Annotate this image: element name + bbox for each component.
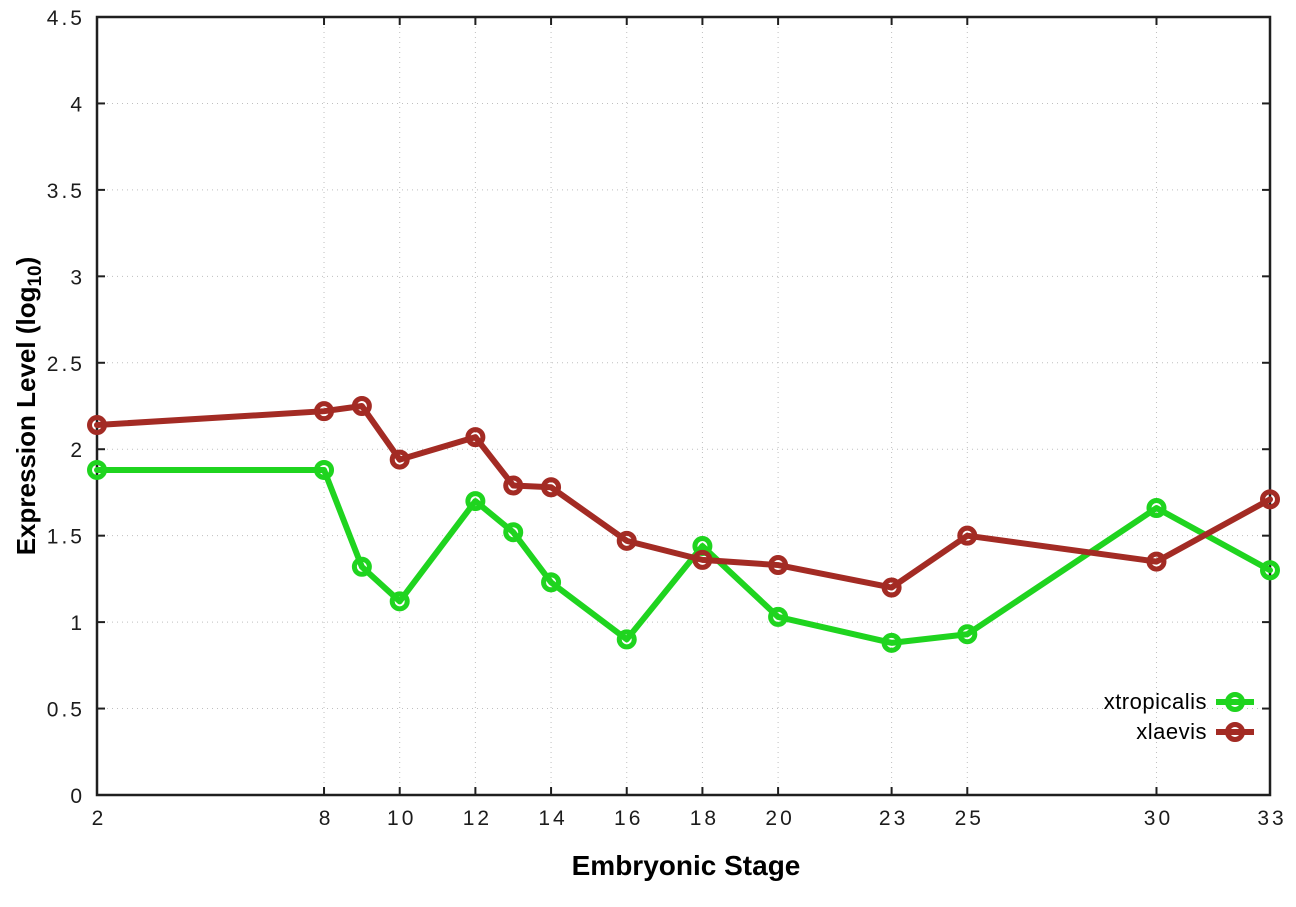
series-xlaevis-point <box>87 415 107 436</box>
series-xlaevis-point <box>351 396 372 416</box>
x-tick-label: 12 <box>463 807 492 830</box>
series-xtropicalis-point <box>1146 498 1167 519</box>
legend-marker-xtropicalis <box>1216 692 1254 712</box>
y-tick-label: 3 <box>70 266 85 289</box>
legend: xtropicalis xlaevis <box>1104 687 1254 747</box>
series-xlaevis-point <box>768 555 789 576</box>
series-xtropicalis-point <box>389 591 410 612</box>
x-tick-label: 14 <box>538 807 567 830</box>
y-tick-label: 1 <box>70 612 85 635</box>
series-xlaevis-point <box>616 530 637 551</box>
series-xlaevis-point <box>389 449 410 470</box>
x-tick-label: 25 <box>955 807 984 830</box>
x-tick-label: 20 <box>765 807 794 830</box>
series-xlaevis-point <box>692 549 713 570</box>
series-xlaevis-point <box>465 427 486 448</box>
x-axis-label: Embryonic Stage <box>571 850 801 881</box>
series-xtropicalis-point <box>881 632 902 653</box>
x-tick-label: 2 <box>92 807 107 830</box>
y-axis-label: Expression Level (log10) <box>11 257 47 556</box>
series-xlaevis-point <box>957 525 978 546</box>
series-xlaevis-point <box>314 401 335 422</box>
series-xtropicalis-point <box>768 606 789 627</box>
x-tick-label: 8 <box>319 807 334 830</box>
x-tick-label: 33 <box>1257 807 1286 830</box>
series-xtropicalis-point <box>87 459 107 480</box>
y-tick-label: 0.5 <box>47 699 85 722</box>
series-xtropicalis-point <box>351 556 372 577</box>
legend-label-xlaevis: xlaevis <box>1136 719 1207 744</box>
y-axis-label-text: Expression Level (log <box>10 286 41 556</box>
series-xlaevis-point <box>1260 489 1280 510</box>
y-tick-label: 2 <box>70 439 85 462</box>
y-tick-label: 0 <box>70 785 85 808</box>
series-xlaevis-line <box>94 403 1273 591</box>
series-xtropicalis <box>87 459 1280 653</box>
legend-marker-xlaevis <box>1216 722 1254 742</box>
series-xtropicalis-point <box>616 629 637 650</box>
series-xtropicalis-point <box>1260 560 1280 581</box>
y-tick-label: 4.5 <box>47 7 85 30</box>
x-tick-label: 16 <box>614 807 643 830</box>
series-xlaevis <box>87 396 1280 598</box>
series-xlaevis-point <box>1146 551 1167 572</box>
series-xtropicalis-point <box>314 459 335 480</box>
x-tick-label: 18 <box>690 807 719 830</box>
series-xlaevis-point <box>503 475 524 496</box>
series-xtropicalis-point <box>541 572 562 593</box>
x-tick-label: 10 <box>387 807 416 830</box>
series-xlaevis-point <box>541 477 562 498</box>
series-xtropicalis-point <box>503 522 524 543</box>
series-xtropicalis-point <box>957 624 978 645</box>
y-tick-label: 4 <box>70 93 85 116</box>
legend-item-xtropicalis: xtropicalis <box>1104 687 1254 717</box>
series-xlaevis-point <box>881 577 902 598</box>
x-tick-label: 23 <box>879 807 908 830</box>
legend-label-xtropicalis: xtropicalis <box>1103 689 1207 714</box>
legend-item-xlaevis: xlaevis <box>1104 717 1254 747</box>
series-xtropicalis-point <box>465 491 486 512</box>
y-tick-label: 2.5 <box>47 353 85 376</box>
plot-border <box>95 15 1272 797</box>
y-tick-label: 3.5 <box>47 180 85 203</box>
x-tick-label: 30 <box>1144 807 1173 830</box>
y-tick-label: 1.5 <box>47 526 85 549</box>
y-axis-label-suffix: ) <box>10 256 41 266</box>
y-axis-label-subscript: 10 <box>25 265 47 287</box>
